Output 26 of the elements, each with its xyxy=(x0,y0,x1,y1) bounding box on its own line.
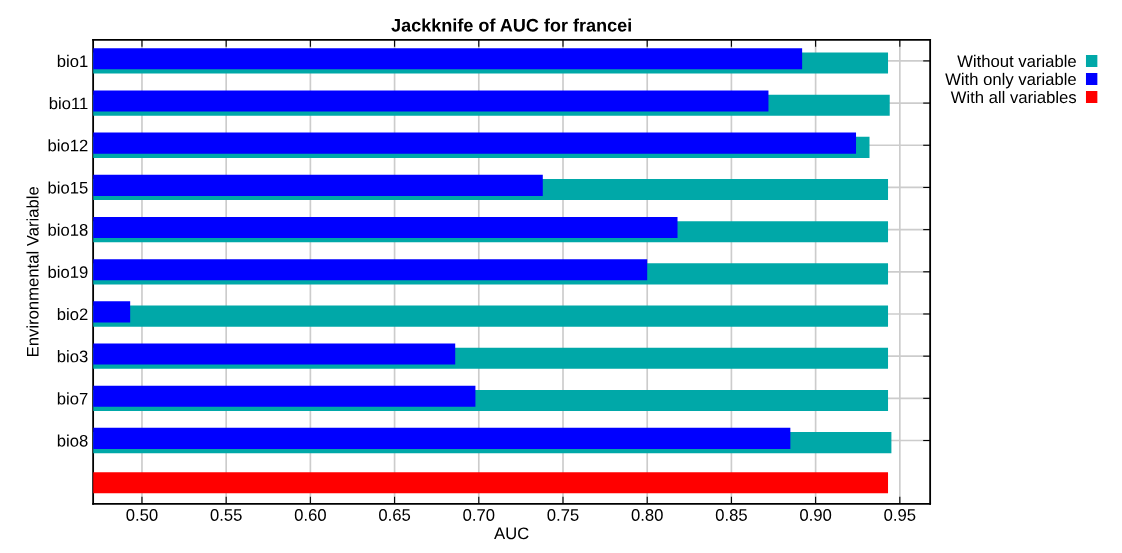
y-tick-label: bio19 xyxy=(48,265,88,278)
y-axis-title: Environmental Variable xyxy=(26,186,39,356)
x-tick-label: 0.65 xyxy=(379,509,411,521)
x-axis-title: AUC xyxy=(494,527,529,540)
legend-label: With all variables xyxy=(950,90,1077,104)
x-tick-label: 0.70 xyxy=(463,509,495,521)
x-tick-label: 0.75 xyxy=(547,509,579,521)
x-tick-label: 0.55 xyxy=(210,509,242,521)
x-tick-label: 0.50 xyxy=(126,509,158,521)
x-tick-label: 0.60 xyxy=(294,509,326,521)
x-tick-label: 0.80 xyxy=(631,509,663,521)
y-tick-label: bio12 xyxy=(48,139,88,152)
y-tick-label: bio15 xyxy=(48,181,88,194)
y-tick-label: bio8 xyxy=(57,434,88,447)
chart-title: Jackknife of AUC for francei xyxy=(391,18,631,32)
y-tick-label: bio11 xyxy=(49,97,88,110)
x-tick-label: 0.95 xyxy=(884,509,916,521)
x-tick-label: 0.90 xyxy=(800,509,832,521)
y-tick-label: bio1 xyxy=(57,54,88,68)
y-tick-label: bio2 xyxy=(57,307,88,321)
legend-label: Without variable xyxy=(957,54,1076,68)
y-tick-label: bio7 xyxy=(57,392,88,405)
x-tick-label: 0.85 xyxy=(715,509,747,521)
legend-label: With only variable xyxy=(945,72,1076,89)
y-tick-label: bio3 xyxy=(57,350,88,363)
y-tick-label: bio18 xyxy=(48,223,88,236)
